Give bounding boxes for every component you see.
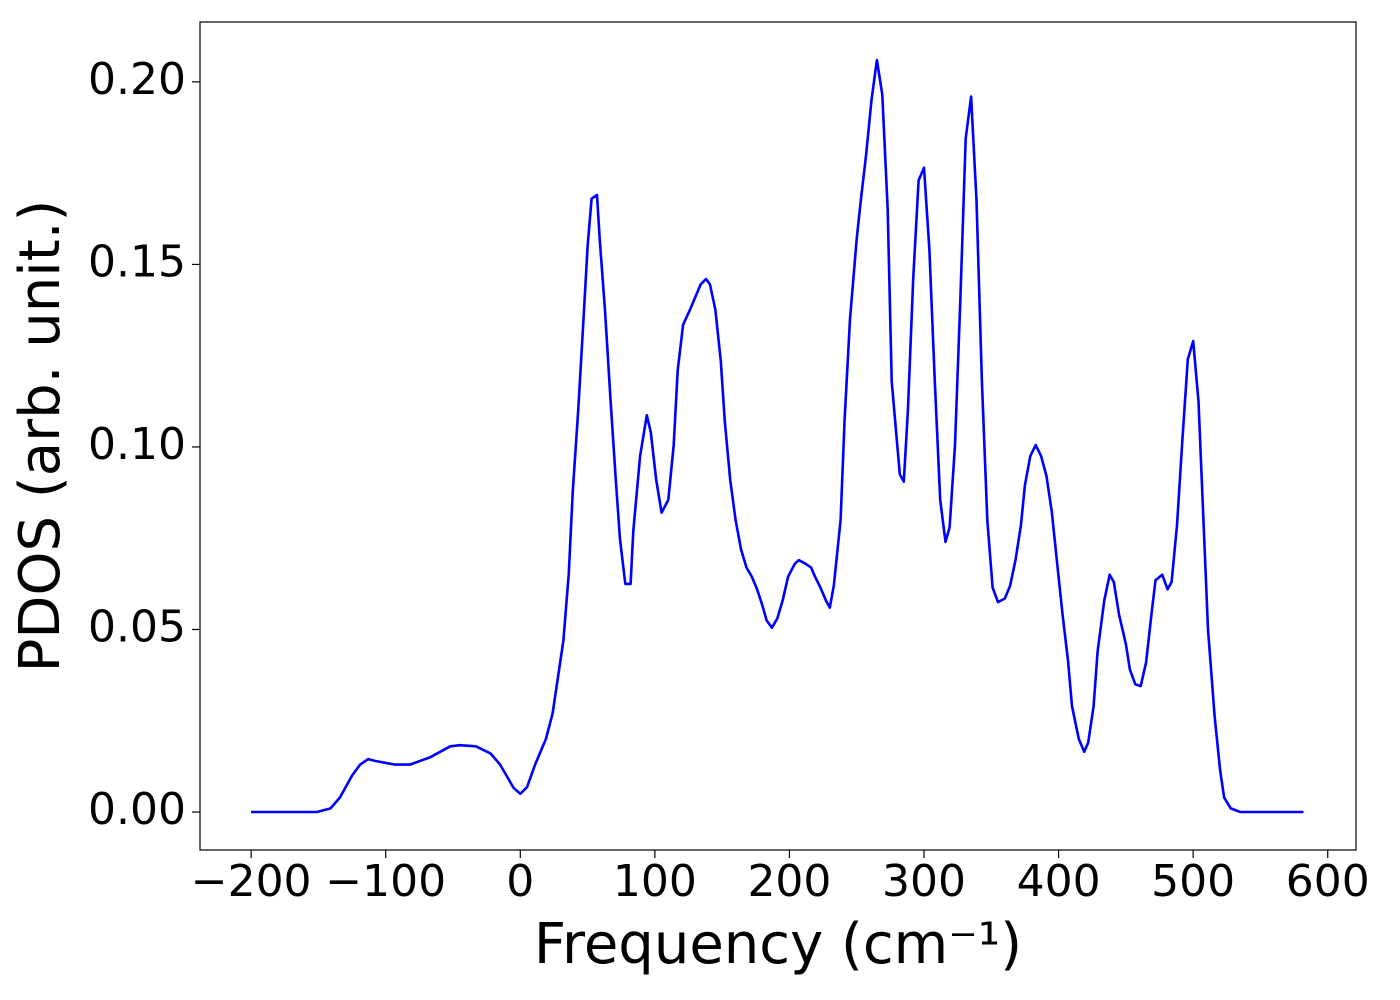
x-tick-label: 400 (1017, 856, 1101, 907)
x-tick-label: 100 (613, 856, 697, 907)
x-tick-label: −100 (325, 856, 446, 907)
y-tick-label: 0.00 (88, 784, 186, 835)
y-tick-label: 0.20 (88, 54, 186, 105)
line-series (251, 58, 1304, 814)
x-axis-label: Frequency (cm⁻¹) (534, 912, 1022, 977)
x-tick-label: 0 (506, 856, 534, 907)
x-tick-label: 200 (747, 856, 831, 907)
x-tick-label: 600 (1286, 856, 1370, 907)
y-tick-label: 0.05 (88, 601, 186, 652)
y-axis-label: PDOS (arb. unit.) (8, 200, 73, 673)
plot-frame (199, 21, 1357, 851)
x-tick-label: −200 (191, 856, 312, 907)
y-tick-label: 0.10 (88, 419, 186, 470)
x-tick-label: 300 (882, 856, 966, 907)
y-tick-label: 0.15 (88, 236, 186, 287)
x-tick-label: 500 (1151, 856, 1235, 907)
